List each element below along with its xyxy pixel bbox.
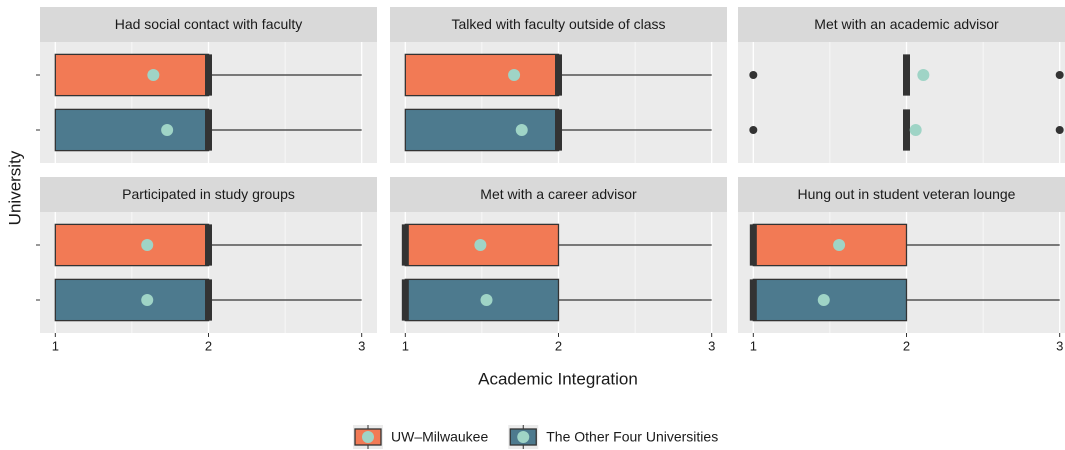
box (54, 223, 210, 267)
facet-title: Hung out in student veteran lounge (798, 186, 1016, 202)
x-tick-label: 1 (52, 338, 59, 353)
facet-title: Participated in study groups (122, 186, 295, 202)
x-tick-label: 3 (1056, 338, 1063, 353)
median (555, 54, 562, 96)
strip (40, 7, 377, 42)
strip (390, 7, 727, 42)
strip (390, 177, 727, 212)
legend-mean (362, 431, 374, 443)
mean-point (833, 239, 846, 251)
median (749, 224, 757, 266)
x-axis-title: Academic Integration (478, 369, 638, 388)
median (205, 109, 212, 151)
strip (738, 7, 1065, 42)
mean-point (141, 239, 154, 251)
mean-point (909, 124, 922, 136)
facet-title: Had social contact with faculty (115, 16, 303, 32)
x-tick-label: 2 (903, 338, 910, 353)
median (749, 279, 757, 321)
legend-label: The Other Four Universities (546, 429, 718, 445)
box (54, 53, 210, 97)
strip (738, 177, 1065, 212)
box (752, 223, 908, 267)
mean-point (147, 69, 160, 81)
facet-title: Met with a career advisor (480, 186, 637, 202)
median (205, 279, 212, 321)
mean-point (480, 294, 493, 306)
mean-point (161, 124, 174, 136)
median (903, 54, 910, 96)
x-tick-label: 3 (708, 338, 715, 353)
box (404, 108, 560, 152)
box (404, 223, 560, 267)
median (401, 279, 409, 321)
facet-title: Talked with faculty outside of class (452, 16, 666, 32)
y-axis-title: University (5, 150, 24, 225)
x-tick-label: 1 (402, 338, 409, 353)
median (903, 109, 910, 151)
mean-point (474, 239, 487, 251)
median (401, 224, 409, 266)
mean-point (508, 69, 521, 81)
legend-mean (517, 431, 530, 443)
outlier (749, 71, 758, 79)
box (752, 278, 908, 322)
box (54, 278, 210, 322)
mean-point (515, 124, 528, 136)
legend-label: UW–Milwaukee (391, 429, 488, 445)
box (54, 108, 210, 152)
panel (738, 42, 1065, 163)
x-tick-label: 1 (750, 338, 757, 353)
outlier (1055, 71, 1064, 79)
x-tick-label: 2 (205, 338, 212, 353)
x-tick-label: 3 (358, 338, 365, 353)
strip (40, 177, 377, 212)
x-tick-label: 2 (555, 338, 562, 353)
mean-point (917, 69, 930, 81)
median (555, 109, 562, 151)
mean-point (817, 294, 830, 306)
box (404, 53, 560, 97)
outlier (749, 126, 758, 134)
median (205, 54, 212, 96)
median (205, 224, 212, 266)
mean-point (141, 294, 154, 306)
outlier (1055, 126, 1064, 134)
facet-title: Met with an academic advisor (814, 16, 999, 32)
